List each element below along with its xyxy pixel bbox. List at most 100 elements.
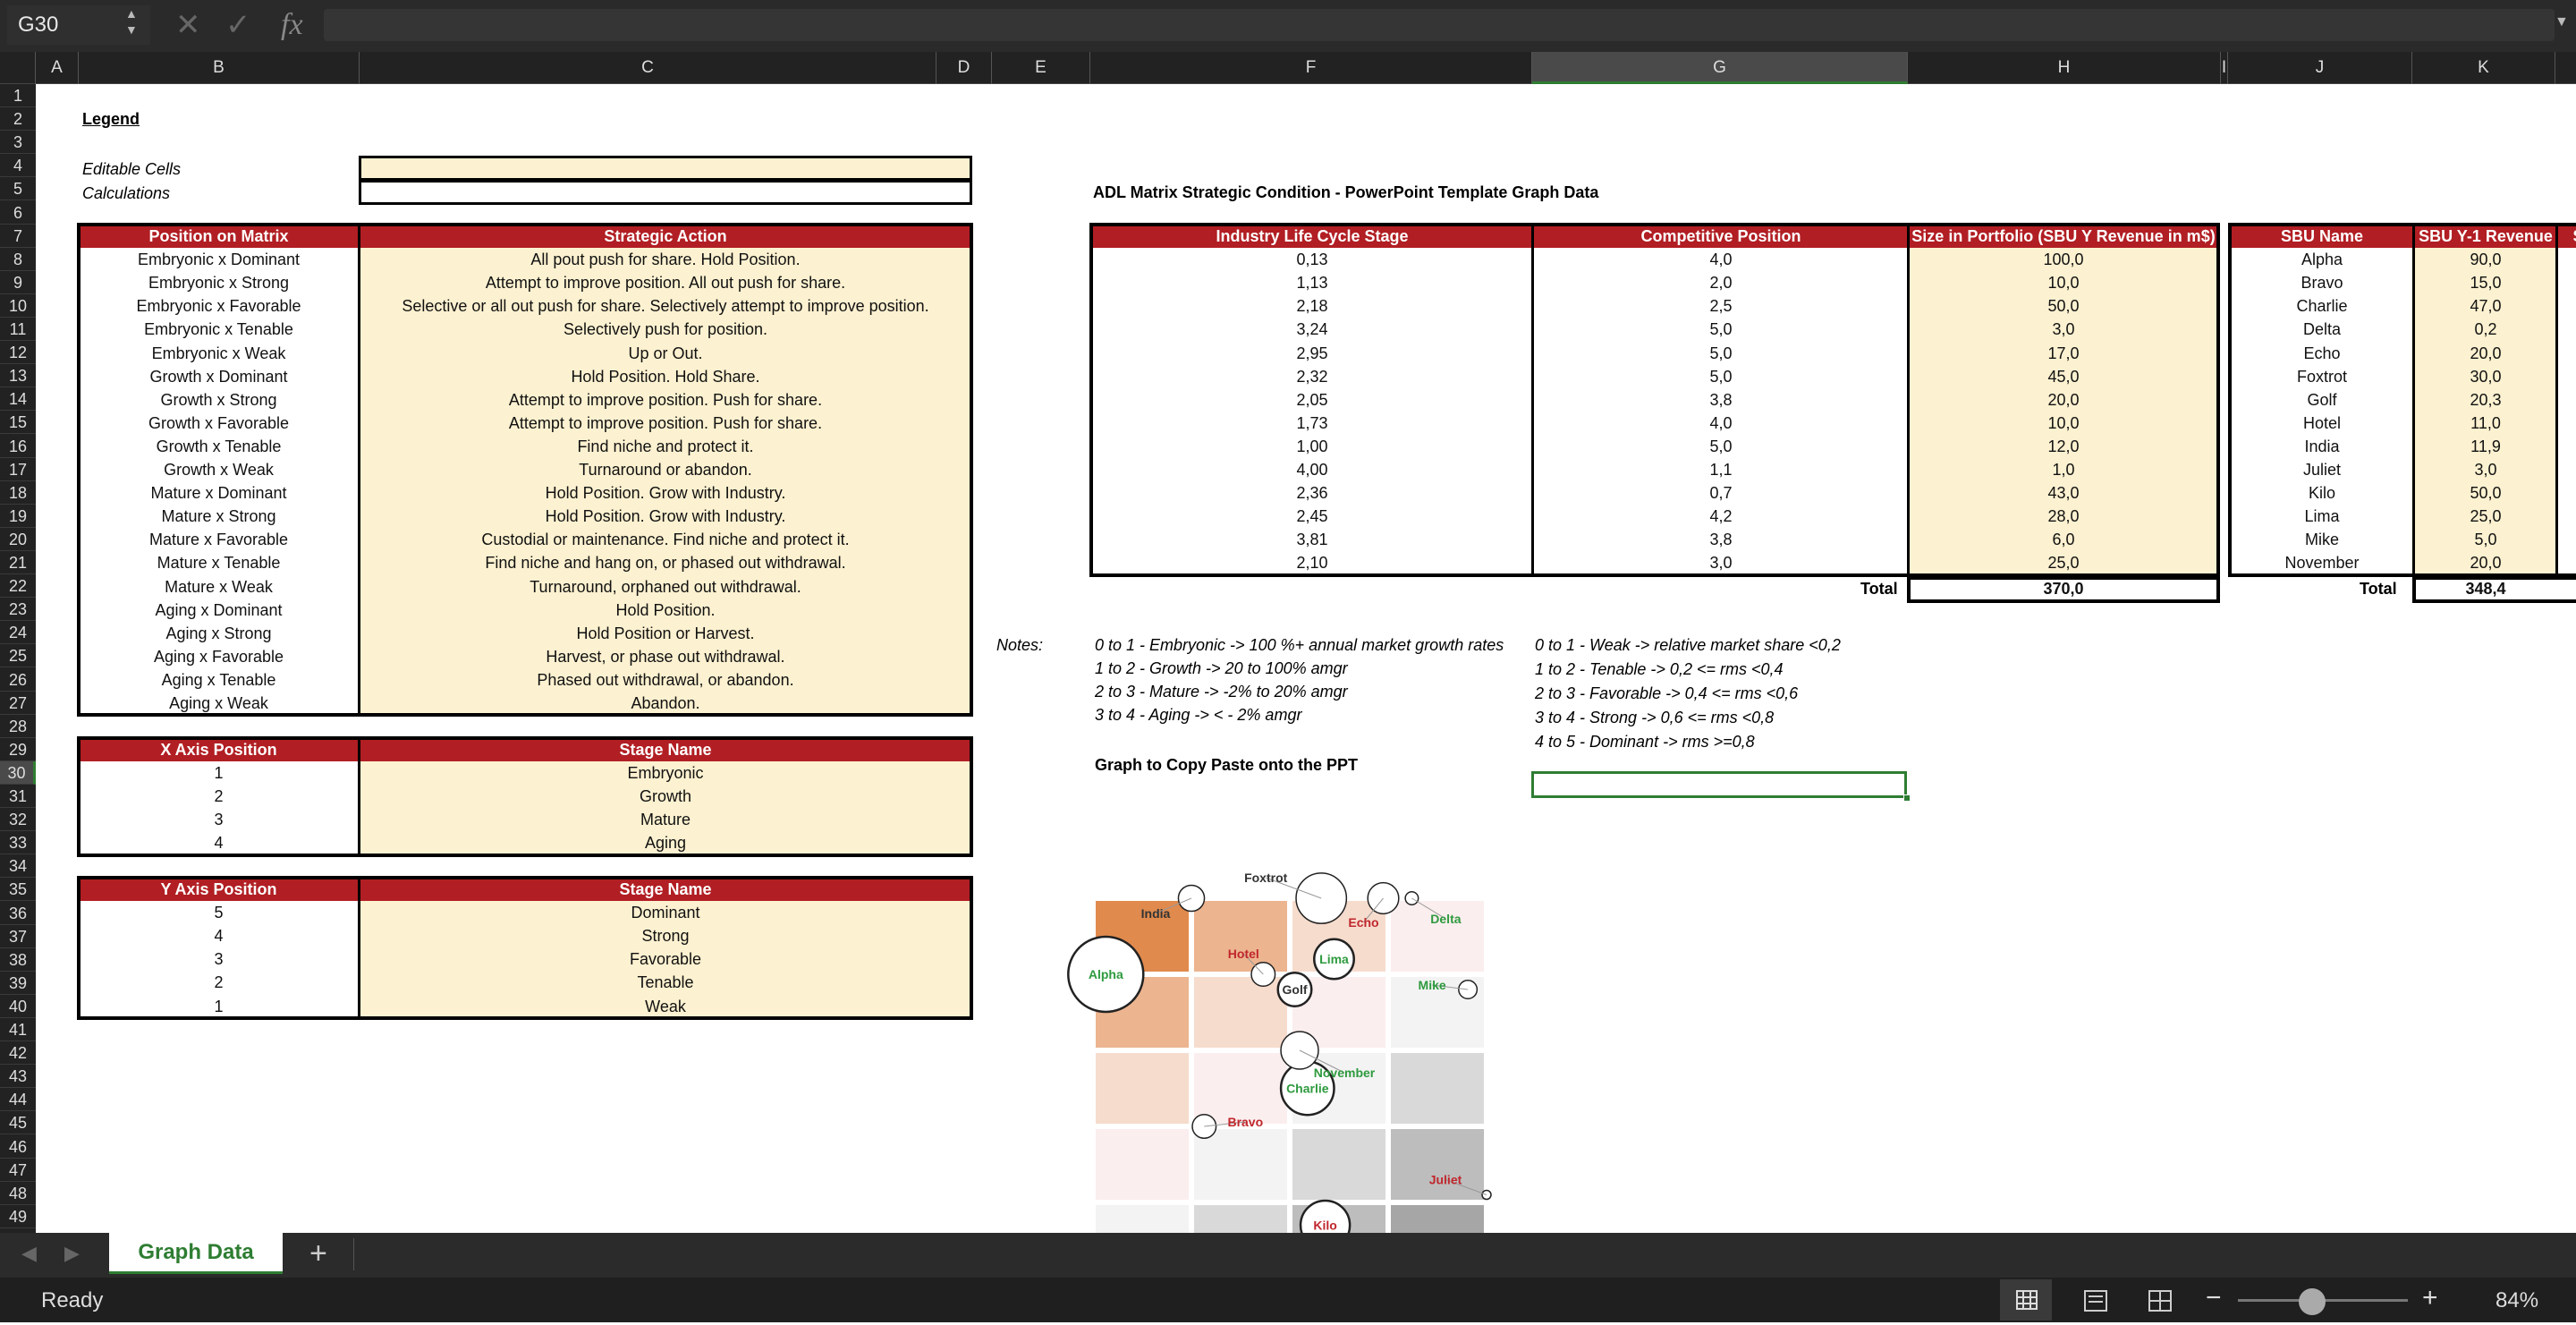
page-layout-icon[interactable] [2082,1289,2109,1312]
add-sheet-button[interactable]: + [309,1236,327,1270]
zoom-slider-thumb[interactable] [2299,1288,2326,1315]
row-header[interactable]: 35 [0,878,36,902]
row-header[interactable]: 16 [0,435,36,459]
row-header[interactable]: 17 [0,458,36,482]
row-header[interactable]: 12 [0,341,36,365]
row-header[interactable]: 9 [0,271,36,295]
row-header[interactable]: 4 [0,154,36,178]
table-cell: 4,0 [1709,413,1733,432]
row-header[interactable]: 19 [0,505,36,529]
column-header-selected[interactable]: G [1532,52,1908,84]
zoom-out-button[interactable]: − [2206,1283,2222,1312]
row-header[interactable]: 1 [0,84,36,108]
row-header[interactable]: 36 [0,902,36,926]
row-header[interactable]: 47 [0,1159,36,1183]
row-header[interactable]: 45 [0,1111,36,1135]
table-divider [1531,225,1534,575]
row-header[interactable]: 3 [0,131,36,155]
row-header[interactable]: 24 [0,621,36,645]
table-cell: 90,0 [2414,248,2557,273]
row-header[interactable]: 37 [0,925,36,949]
matrix-cell [1194,1129,1287,1200]
name-box-stepper[interactable]: ▲ ▼ [125,6,138,37]
row-header[interactable]: 44 [0,1088,36,1112]
sheet-tab-graph-data[interactable]: Graph Data [109,1233,283,1274]
row-header[interactable]: 7 [0,225,36,249]
row-header[interactable]: 29 [0,738,36,762]
row-header[interactable]: 10 [0,294,36,319]
row-header[interactable]: 18 [0,481,36,505]
adl-bubble-chart[interactable]: Alpha Bravo Charlie Delta Echo Foxtrot Golf Hot… [1055,773,1538,1233]
row-header[interactable]: 2 [0,107,36,132]
row-header[interactable]: 33 [0,831,36,855]
row-header[interactable]: 42 [0,1041,36,1066]
selected-cell[interactable] [1531,771,1907,798]
row-header[interactable]: 20 [0,528,36,552]
note-line: 0 to 1 - Embryonic -> 100 %+ annual mark… [1095,636,1504,654]
note-line: 4 to 5 - Dominant -> rms >=0,8 [1535,733,1755,751]
row-header[interactable]: 41 [0,1018,36,1042]
column-header[interactable]: B [79,52,360,84]
zoom-in-button[interactable]: + [2422,1283,2438,1312]
column-header[interactable]: F [1090,52,1532,84]
row-header[interactable]: 27 [0,692,36,716]
row-header[interactable]: 11 [0,318,36,342]
table-cell: Embryonic x Weak [151,344,286,362]
row-header[interactable]: 38 [0,948,36,973]
legend-calculations-label: Calculations [82,184,171,202]
next-sheet-icon[interactable]: ▶ [64,1242,80,1264]
row-header[interactable]: 14 [0,387,36,412]
row-header[interactable]: 40 [0,995,36,1019]
leader-line [1266,877,1322,899]
normal-view-button[interactable] [2000,1279,2052,1321]
row-header[interactable]: 26 [0,668,36,692]
row-header[interactable]: 43 [0,1065,36,1089]
table-border [1089,223,2220,577]
table-cell: Delta [2302,320,2342,339]
column-header[interactable]: H [1908,52,2221,84]
column-header[interactable]: J [2228,52,2412,84]
cancel-icon[interactable]: ✕ [175,8,201,42]
zoom-level[interactable]: 84% [2496,1288,2539,1312]
column-header[interactable]: I [2221,52,2228,84]
table-cell: 2,10 [1296,554,1328,573]
row-header[interactable]: 30 [0,761,36,786]
column-header[interactable]: A [36,52,79,84]
row-header[interactable]: 49 [0,1205,36,1229]
chevron-down-icon[interactable]: ▼ [2555,14,2569,30]
formula-input[interactable] [324,9,2555,41]
row-header[interactable]: 32 [0,808,36,832]
row-header[interactable]: 6 [0,201,36,225]
row-header[interactable]: 23 [0,598,36,622]
matrix-cell [1292,1129,1385,1200]
row-header[interactable]: 31 [0,785,36,809]
row-header[interactable]: 28 [0,715,36,739]
prev-sheet-icon[interactable]: ◀ [21,1242,37,1264]
row-header[interactable]: 15 [0,411,36,435]
row-header[interactable]: 21 [0,551,36,575]
total-label: Total [1860,579,1898,598]
row-header[interactable]: 39 [0,972,36,996]
fx-icon[interactable]: fx [281,8,303,41]
select-all-corner[interactable] [0,52,36,84]
row-header[interactable]: 48 [0,1182,36,1206]
column-header[interactable]: C [360,52,936,84]
fill-handle[interactable] [1903,794,1911,802]
worksheet-grid[interactable]: Legend Editable Cells Calculations Posit… [36,84,2576,1233]
column-header[interactable]: K [2412,52,2555,84]
row-header[interactable]: 46 [0,1135,36,1159]
row-header[interactable]: 34 [0,854,36,879]
row-header[interactable]: 8 [0,248,36,272]
table-cell: Growth x Tenable [156,437,282,455]
name-box[interactable]: G30 [7,5,150,45]
page-break-icon[interactable] [2147,1289,2174,1312]
row-header[interactable]: 22 [0,574,36,599]
leader-line [1242,953,1264,975]
total-label: Total [2360,579,2397,598]
column-header[interactable]: E [992,52,1090,84]
row-header[interactable]: 25 [0,644,36,668]
confirm-icon[interactable]: ✓ [225,8,251,42]
row-header[interactable]: 13 [0,364,36,388]
row-header[interactable]: 5 [0,177,36,201]
column-header[interactable]: D [936,52,992,84]
